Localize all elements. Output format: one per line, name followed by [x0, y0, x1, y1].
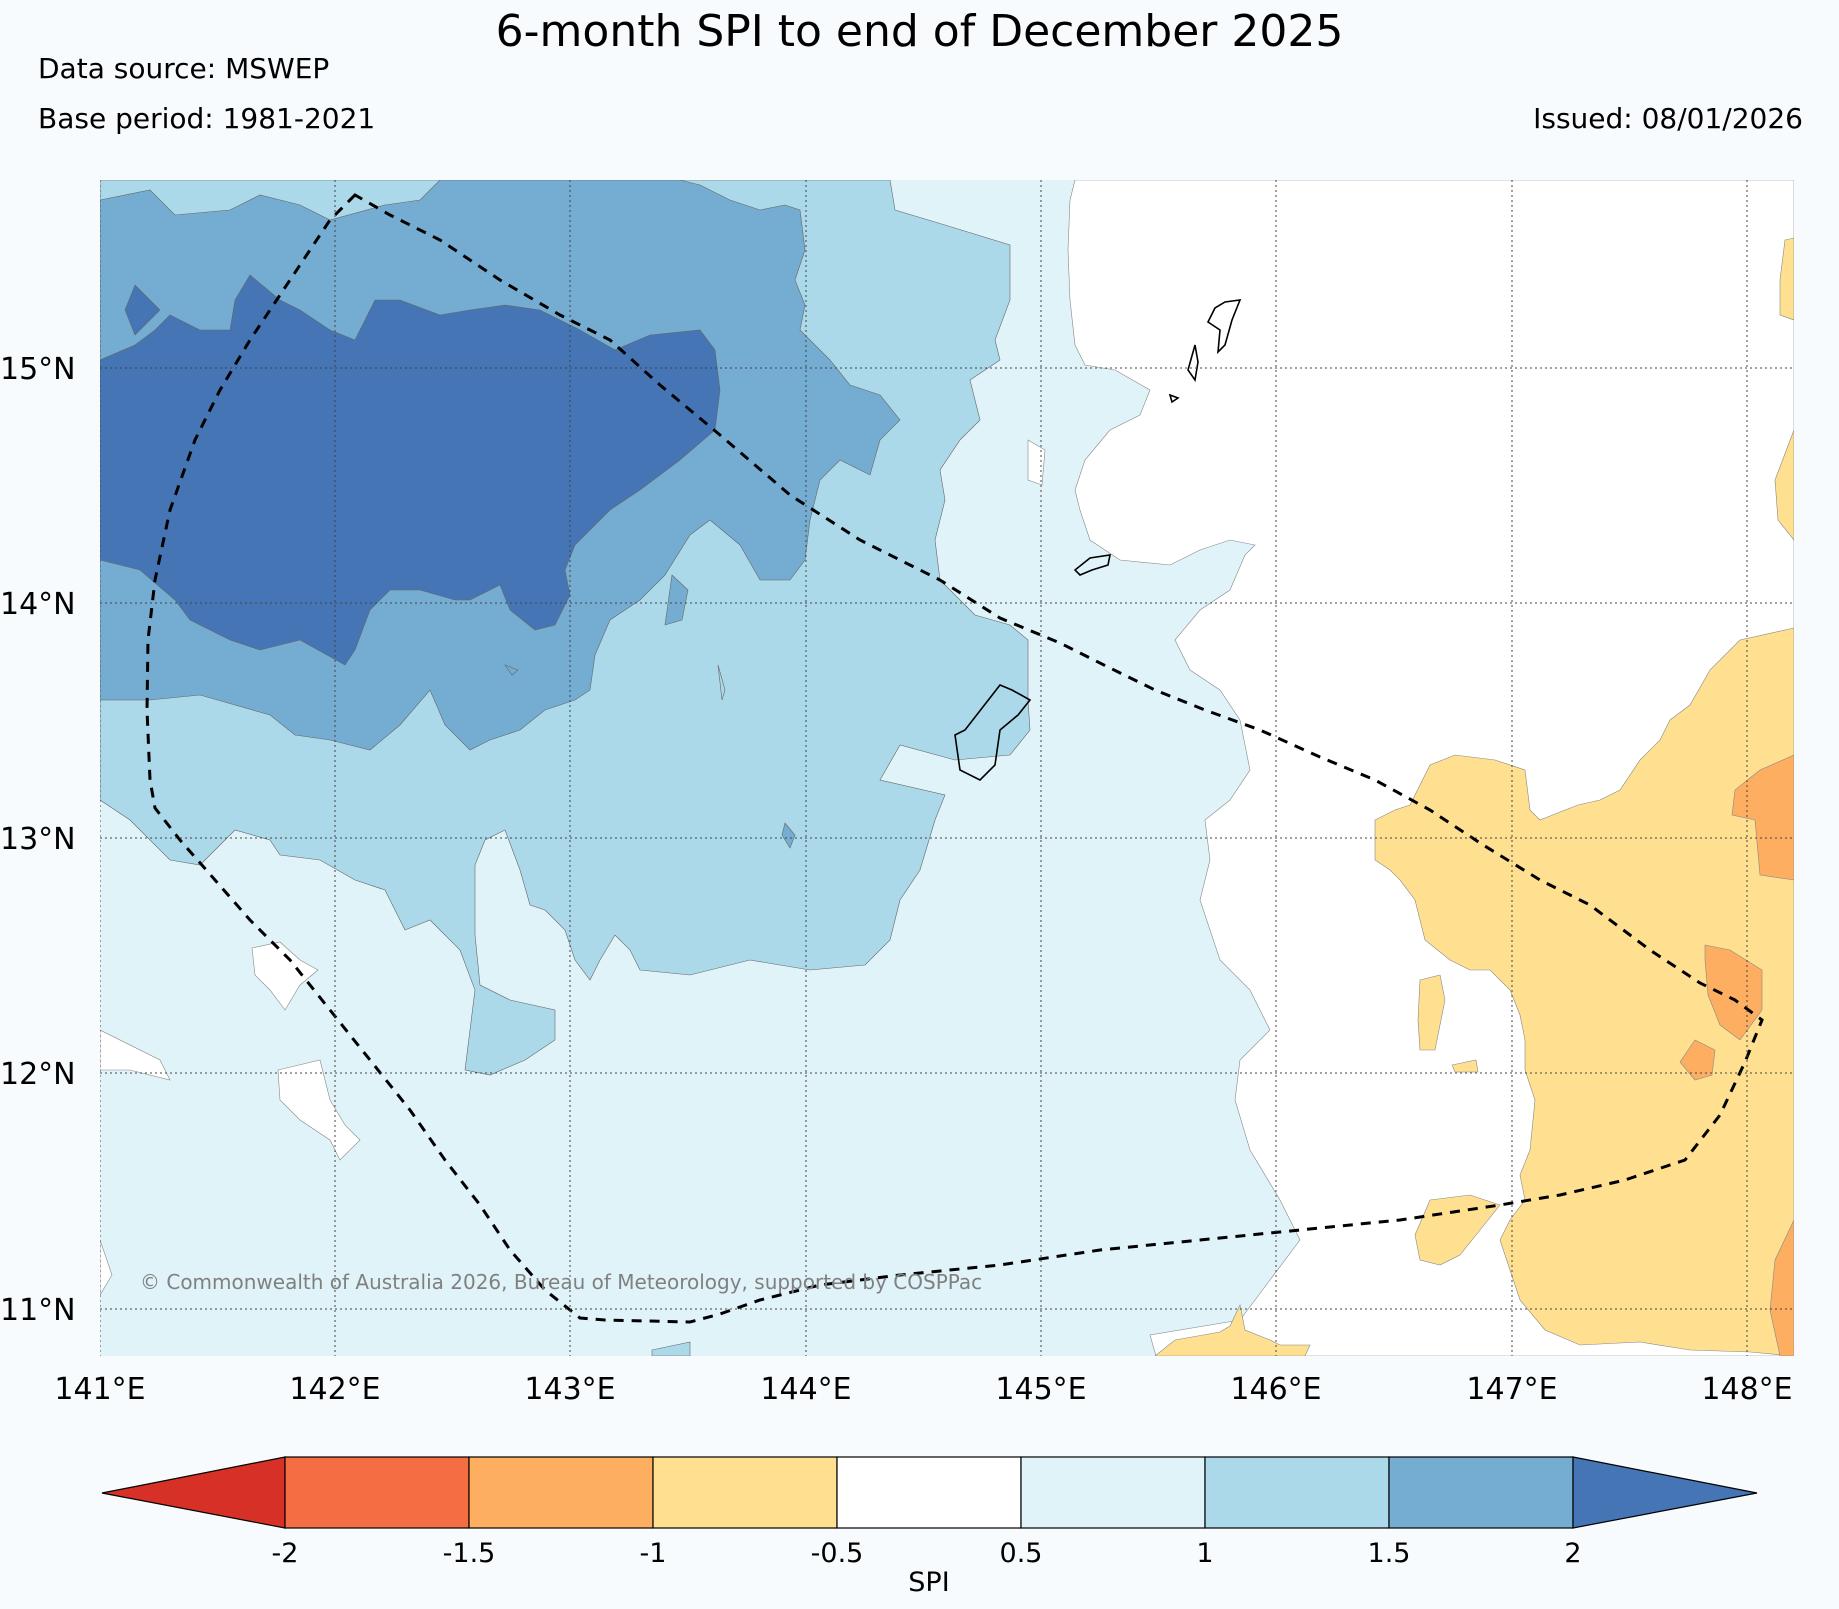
copyright-text: © Commonwealth of Australia 2026, Bureau… [140, 1270, 982, 1294]
map-area [100, 180, 1794, 1356]
colorbar-bin-neg0.5-0.5 [836, 1456, 1022, 1529]
lon-tick-144: 144°E [760, 1372, 851, 1407]
map-title: 6-month SPI to end of December 2025 [495, 6, 1344, 57]
lon-tick-141: 141°E [54, 1372, 145, 1407]
colorbar-bin-1-1.5 [1204, 1456, 1390, 1529]
lon-tick-148: 148°E [1701, 1372, 1792, 1407]
spi-colorbar [101, 1456, 1758, 1529]
colorbar-tick: -2 [272, 1538, 299, 1569]
eez-boundary [145, 193, 1764, 1324]
map-gridlines [100, 180, 1794, 1356]
spi-band-near-normal-west [100, 1239, 113, 1296]
colorbar-tick: -0.5 [811, 1538, 864, 1569]
colorbar-bin-neg1-neg0.5 [652, 1456, 838, 1529]
lat-tick-15: 15°N [0, 352, 76, 387]
lat-tick-13: 13°N [0, 822, 76, 857]
spi-band-above-2 [100, 274, 721, 666]
island-coastline [1206, 299, 1242, 355]
colorbar-extend-high [1572, 1456, 1758, 1529]
colorbar-bin-neg2-neg1.5 [284, 1456, 470, 1529]
lat-tick-11: 11°N [0, 1293, 76, 1328]
base-period-label: Base period: 1981-2021 [38, 102, 376, 135]
colorbar-tick: 1 [1196, 1538, 1213, 1569]
lat-tick-14: 14°N [0, 587, 76, 622]
colorbar-extend-low [101, 1456, 286, 1529]
data-source-label: Data source: MSWEP [38, 52, 330, 85]
colorbar-bin-neg1.5-neg1 [468, 1456, 654, 1529]
colorbar-tick: -1 [640, 1538, 667, 1569]
colorbar-tick: 1.5 [1368, 1538, 1411, 1569]
issued-date-label: Issued: 08/01/2026 [1533, 102, 1803, 135]
lon-tick-145: 145°E [995, 1372, 1086, 1407]
lat-tick-12: 12°N [0, 1057, 76, 1092]
lon-tick-142: 142°E [289, 1372, 380, 1407]
colorbar-tick: 0.5 [1000, 1538, 1043, 1569]
colorbar-tick: 2 [1564, 1538, 1581, 1569]
lon-tick-146: 146°E [1230, 1372, 1321, 1407]
colorbar-tick: -1.5 [443, 1538, 496, 1569]
lon-tick-147: 147°E [1466, 1372, 1557, 1407]
spi-band-neg1-neg0.5-east [1374, 627, 1794, 1356]
colorbar-bin-1.5-2 [1388, 1456, 1574, 1529]
lon-tick-143: 143°E [524, 1372, 615, 1407]
colorbar-bin-0.5-1 [1020, 1456, 1206, 1529]
colorbar-label: SPI [908, 1567, 949, 1598]
